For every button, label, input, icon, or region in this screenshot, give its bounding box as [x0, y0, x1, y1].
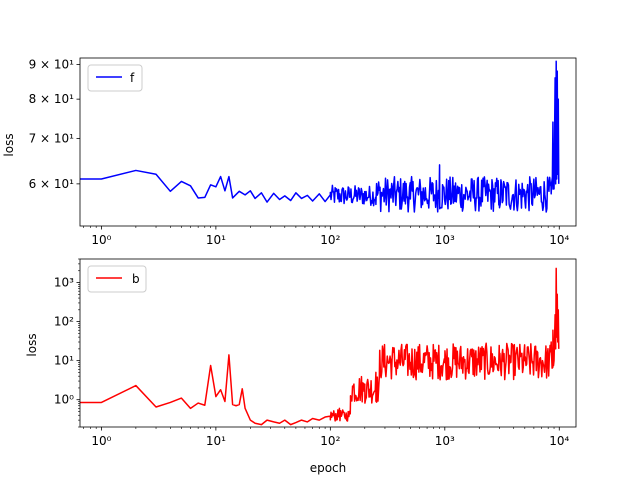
bottom-xlabel: epoch — [310, 461, 347, 475]
bottom-axes: loss epoch 10⁰ 10¹ 10² 10³ 10⁴ 10⁰ 10¹ 10² 10³ — [25, 258, 577, 475]
bottom-legend-box — [87, 265, 147, 293]
top-y-tick-label: 7 × 10¹ — [29, 131, 75, 145]
bottom-series-b-line — [80, 267, 560, 426]
top-y-tick-label: 6 × 10¹ — [29, 177, 75, 191]
bottom-x-tick-label: 10¹ — [206, 434, 226, 448]
top-x-tick-label: 10⁰ — [91, 233, 111, 247]
top-legend-label: f — [130, 71, 135, 85]
top-plot-area — [80, 60, 560, 213]
bottom-axes-frame — [79, 258, 577, 428]
bottom-subplot-b: loss epoch 10⁰ 10¹ 10² 10³ 10⁴ 10⁰ 10¹ 10² 10³ b — [25, 258, 577, 475]
bottom-legend-label: b — [132, 272, 140, 286]
top-legend: f — [87, 64, 143, 92]
bottom-plot-area — [80, 267, 560, 426]
bottom-x-tick-label: 10⁰ — [91, 434, 111, 448]
top-series-f-line — [80, 60, 560, 213]
bottom-legend: b — [87, 265, 147, 293]
bottom-y-tick-label: 10⁰ — [54, 393, 74, 407]
top-x-tick-label: 10³ — [435, 233, 455, 247]
bottom-x-tick-label: 10⁴ — [549, 434, 569, 448]
top-y-tick-label: 8 × 10¹ — [29, 92, 75, 106]
bottom-ylabel: loss — [25, 333, 39, 356]
top-x-tick-label: 10¹ — [206, 233, 226, 247]
top-ylabel: loss — [2, 133, 16, 156]
bottom-y-tick-label: 10¹ — [54, 354, 74, 368]
bottom-x-tick-label: 10³ — [435, 434, 455, 448]
top-axes-frame — [79, 57, 577, 227]
top-axes: loss 10⁰ 10¹ 10² 10³ 10⁴ 6 × 10¹ 7 × 10¹ 8 × 10… — [2, 57, 577, 247]
top-x-tick-label: 10² — [320, 233, 340, 247]
top-subplot-f: loss 10⁰ 10¹ 10² 10³ 10⁴ 6 × 10¹ 7 × 10¹ 8 × 10… — [2, 57, 577, 247]
top-x-tick-label: 10⁴ — [549, 233, 569, 247]
bottom-x-tick-label: 10² — [320, 434, 340, 448]
bottom-y-tick-label: 10³ — [54, 276, 74, 290]
bottom-y-tick-label: 10² — [54, 315, 74, 329]
top-legend-box — [87, 64, 143, 92]
top-y-tick-label: 9 × 10¹ — [29, 57, 75, 71]
